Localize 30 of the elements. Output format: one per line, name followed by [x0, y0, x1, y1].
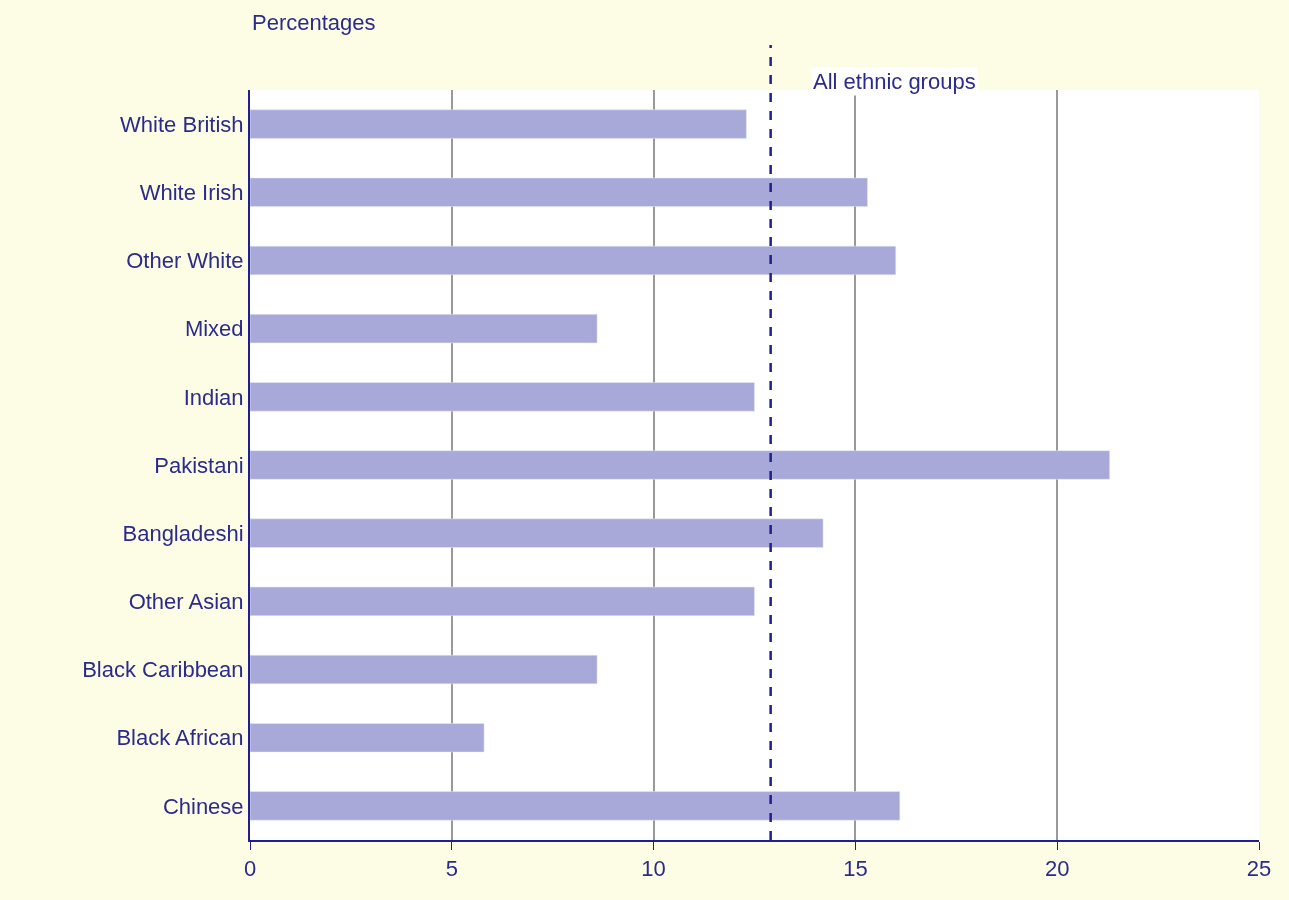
- bar: [250, 791, 901, 821]
- y-tick-label: Black Caribbean: [82, 657, 244, 683]
- y-tick-label: Chinese: [162, 793, 244, 819]
- y-tick-label: Black African: [116, 725, 244, 751]
- y-tick-label: Mixed: [184, 316, 244, 342]
- bar: [250, 382, 755, 412]
- x-tick-label: 20: [1044, 856, 1070, 882]
- bar: [250, 723, 485, 753]
- x-tick-label: 10: [641, 856, 666, 882]
- bar: [250, 177, 868, 207]
- y-tick-label: Other White: [126, 248, 244, 274]
- x-tick-label: 25: [1246, 856, 1272, 882]
- x-tick-label: 5: [445, 856, 458, 882]
- x-tick-label: 15: [843, 856, 868, 882]
- x-axis-title: Percentages: [252, 10, 376, 35]
- y-tick-label: Indian: [183, 384, 244, 410]
- y-tick-label: Other Asian: [128, 589, 244, 615]
- bar: [250, 109, 747, 139]
- bar: [250, 314, 598, 344]
- y-tick-label: White Irish: [139, 179, 244, 205]
- bar: [250, 450, 1110, 480]
- bar: [250, 245, 897, 276]
- y-tick-label: White British: [120, 111, 244, 137]
- x-tick-label: 0: [243, 856, 257, 882]
- bar: [250, 654, 598, 685]
- y-tick-label: Bangladeshi: [122, 520, 244, 546]
- y-tick-label: Pakistani: [154, 452, 244, 478]
- bar: [250, 586, 755, 616]
- bar: [250, 518, 824, 548]
- ref-line-label: All ethnic groups: [813, 69, 976, 94]
